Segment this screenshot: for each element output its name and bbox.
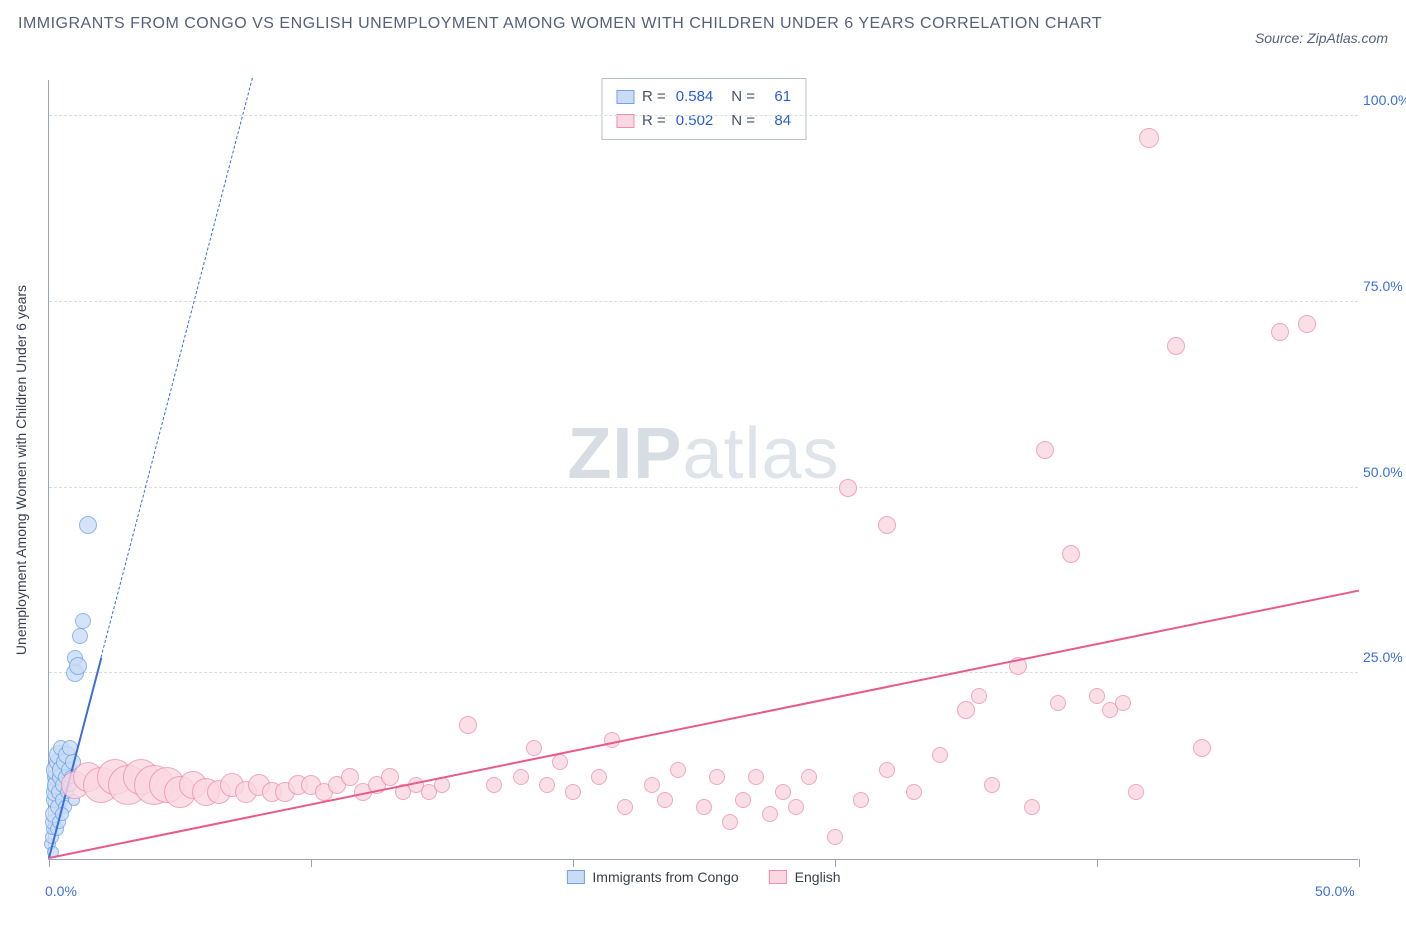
data-point xyxy=(1298,315,1316,333)
legend-r-label: R = xyxy=(642,109,666,133)
data-point xyxy=(1089,688,1105,704)
data-point xyxy=(526,740,542,756)
x-tick xyxy=(573,859,574,867)
data-point xyxy=(839,479,857,497)
legend-n-value: 84 xyxy=(765,109,791,133)
legend-row: R = 0.502 N = 84 xyxy=(616,109,791,133)
data-point xyxy=(513,769,529,785)
data-point xyxy=(1271,323,1289,341)
x-tick-label: 50.0% xyxy=(1315,883,1355,899)
data-point xyxy=(539,777,555,793)
data-point xyxy=(775,784,791,800)
x-tick-label: 0.0% xyxy=(45,883,77,899)
data-point xyxy=(75,613,91,629)
legend-r-value: 0.502 xyxy=(676,109,714,133)
data-point xyxy=(1036,441,1054,459)
data-point xyxy=(381,768,399,786)
watermark-light: atlas xyxy=(682,414,839,494)
data-point xyxy=(657,792,673,808)
data-point xyxy=(827,829,843,845)
stats-legend: R = 0.584 N = 61 R = 0.502 N = 84 xyxy=(601,78,806,140)
scatter-chart: Unemployment Among Women with Children U… xyxy=(48,80,1358,860)
gridline xyxy=(49,301,1358,302)
data-point xyxy=(932,747,948,763)
data-point xyxy=(341,768,359,786)
data-point xyxy=(79,516,97,534)
trend-line xyxy=(49,590,1359,859)
data-point xyxy=(72,628,88,644)
watermark: ZIPatlas xyxy=(567,413,839,495)
y-tick-label: 100.0% xyxy=(1363,92,1406,108)
y-tick-label: 75.0% xyxy=(1363,278,1406,294)
data-point xyxy=(644,777,660,793)
gridline xyxy=(49,487,1358,488)
data-point xyxy=(1139,128,1159,148)
series-legend: Immigrants from Congo English xyxy=(566,869,840,885)
data-point xyxy=(788,799,804,815)
trend-line-dashed xyxy=(101,78,253,658)
legend-item: Immigrants from Congo xyxy=(566,869,738,885)
legend-series-label: English xyxy=(795,869,841,885)
data-point xyxy=(906,784,922,800)
data-point xyxy=(709,769,725,785)
gridline xyxy=(49,672,1358,673)
data-point xyxy=(565,784,581,800)
legend-swatch xyxy=(616,90,634,104)
legend-r-label: R = xyxy=(642,85,666,109)
y-tick-label: 50.0% xyxy=(1363,464,1406,480)
data-point xyxy=(748,769,764,785)
data-point xyxy=(552,754,568,770)
data-point xyxy=(696,799,712,815)
data-point xyxy=(617,799,633,815)
data-point xyxy=(459,716,477,734)
data-point xyxy=(1167,337,1185,355)
legend-r-value: 0.584 xyxy=(676,85,714,109)
data-point xyxy=(735,792,751,808)
data-point xyxy=(879,762,895,778)
legend-item: English xyxy=(769,869,841,885)
watermark-bold: ZIP xyxy=(567,414,682,494)
data-point xyxy=(801,769,817,785)
data-point xyxy=(486,777,502,793)
legend-n-label: N = xyxy=(731,109,755,133)
legend-row: R = 0.584 N = 61 xyxy=(616,85,791,109)
x-tick xyxy=(49,859,50,867)
gridline xyxy=(49,115,1358,116)
chart-title: IMMIGRANTS FROM CONGO VS ENGLISH UNEMPLO… xyxy=(18,12,1102,36)
x-tick xyxy=(835,859,836,867)
data-point xyxy=(971,688,987,704)
data-point xyxy=(1193,739,1211,757)
y-axis-label: Unemployment Among Women with Children U… xyxy=(13,284,29,654)
data-point xyxy=(1115,695,1131,711)
data-point xyxy=(878,516,896,534)
data-point xyxy=(762,806,778,822)
legend-n-value: 61 xyxy=(765,85,791,109)
data-point xyxy=(722,814,738,830)
data-point xyxy=(984,777,1000,793)
x-tick xyxy=(1097,859,1098,867)
data-point xyxy=(1128,784,1144,800)
data-point xyxy=(853,792,869,808)
data-point xyxy=(670,762,686,778)
data-point xyxy=(1062,545,1080,563)
data-point xyxy=(1024,799,1040,815)
data-point xyxy=(957,701,975,719)
legend-series-label: Immigrants from Congo xyxy=(592,869,738,885)
x-tick xyxy=(311,859,312,867)
legend-swatch xyxy=(566,870,584,884)
y-tick-label: 25.0% xyxy=(1363,649,1406,665)
data-point xyxy=(1050,695,1066,711)
data-point xyxy=(591,769,607,785)
source-attribution: Source: ZipAtlas.com xyxy=(1255,12,1388,46)
legend-swatch xyxy=(769,870,787,884)
x-tick xyxy=(1359,859,1360,867)
legend-n-label: N = xyxy=(731,85,755,109)
data-point xyxy=(69,657,87,675)
